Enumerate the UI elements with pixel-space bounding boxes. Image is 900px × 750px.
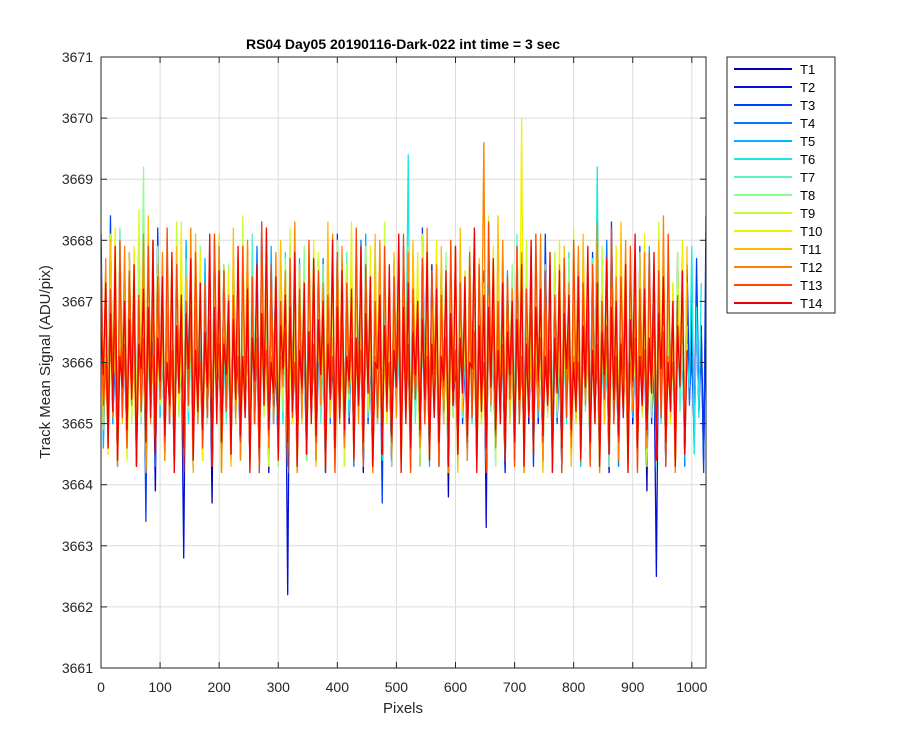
legend-label-t9: T9	[800, 206, 815, 221]
legend-label-t2: T2	[800, 80, 815, 95]
legend-label-t1: T1	[800, 62, 815, 77]
y-tick-label: 3669	[62, 171, 93, 187]
x-tick-label: 700	[503, 679, 527, 695]
y-tick-label: 3663	[62, 538, 93, 554]
legend-label-t4: T4	[800, 116, 815, 131]
y-tick-label: 3662	[62, 599, 93, 615]
x-tick-label: 900	[621, 679, 645, 695]
y-tick-label: 3666	[62, 355, 93, 371]
legend-label-t8: T8	[800, 188, 815, 203]
y-tick-label: 3668	[62, 232, 93, 248]
x-axis-label: Pixels	[383, 700, 423, 717]
y-axis-label: Track Mean Signal (ADU/pix)	[37, 265, 54, 459]
y-tick-label: 3661	[62, 660, 93, 676]
legend-label-t5: T5	[800, 134, 815, 149]
legend-label-t6: T6	[800, 152, 815, 167]
legend-label-t7: T7	[800, 170, 815, 185]
x-tick-label: 100	[148, 679, 172, 695]
y-tick-label: 3671	[62, 49, 93, 65]
series-line-t14	[101, 227, 688, 474]
legend-label-t10: T10	[800, 224, 822, 239]
legend-label-t11: T11	[800, 242, 821, 257]
x-tick-label: 800	[562, 679, 586, 695]
y-axis-ticks: 3661 3662 3663 3664 3665 3666 3667 3668 3669 3670…	[62, 49, 706, 676]
legend-label-t13: T13	[800, 278, 822, 293]
x-tick-label: 600	[444, 679, 468, 695]
legend: T1 T2 T3 T4 T5 T6 T7 T8 T9 T10 T11 T12 T13 T14	[726, 56, 836, 314]
x-tick-label: 1000	[676, 679, 707, 695]
legend-label-t3: T3	[800, 98, 815, 113]
x-tick-label: 300	[267, 679, 291, 695]
chart-title: RS04 Day05 20190116-Dark-022 int time = …	[246, 36, 560, 52]
legend-label-t14: T14	[800, 296, 822, 311]
series-layer	[101, 117, 706, 596]
x-tick-label: 400	[326, 679, 350, 695]
legend-label-t12: T12	[800, 260, 822, 275]
y-tick-label: 3664	[62, 477, 93, 493]
x-tick-label: 200	[207, 679, 231, 695]
y-tick-label: 3667	[62, 293, 93, 309]
y-tick-label: 3670	[62, 110, 93, 126]
x-axis-ticks: 0 100 200 300 400 500 600 700 800 900 1000	[97, 57, 708, 695]
x-tick-label: 500	[385, 679, 409, 695]
y-tick-label: 3665	[62, 416, 93, 432]
legend-items: T1 T2 T3 T4 T5 T6 T7 T8 T9 T10 T11 T12 T13 T14	[734, 62, 822, 311]
legend-box	[726, 56, 836, 314]
x-tick-label: 0	[97, 679, 105, 695]
